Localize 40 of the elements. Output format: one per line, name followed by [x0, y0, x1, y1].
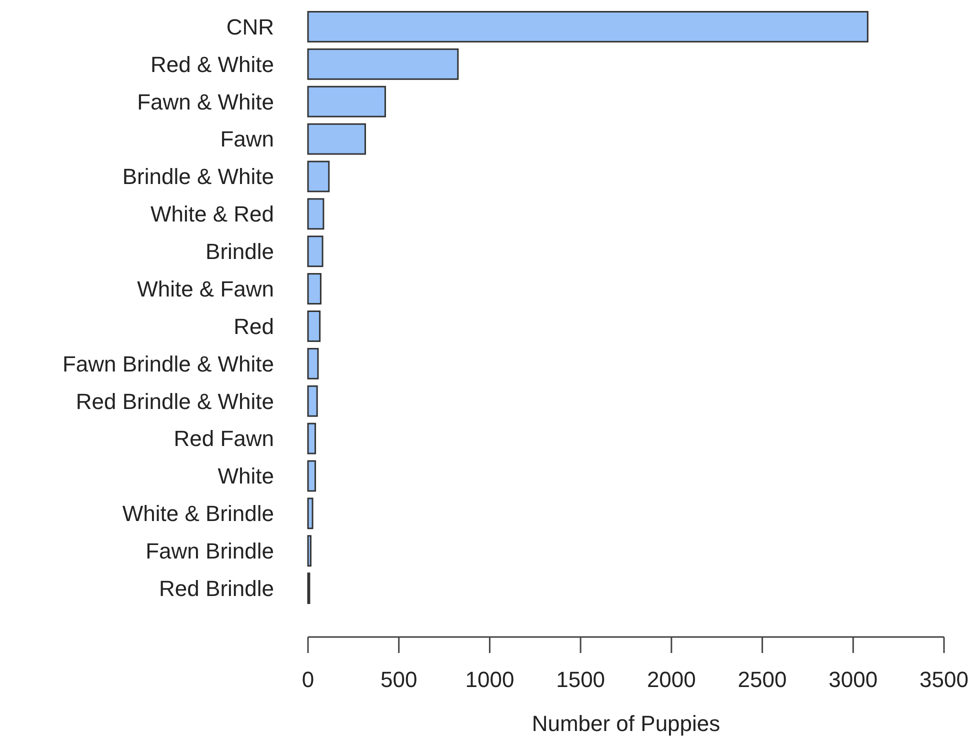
bar — [307, 48, 459, 80]
x-tick-label: 2500 — [738, 667, 787, 692]
bar — [307, 86, 386, 118]
y-tick-label: White & Red — [150, 202, 274, 227]
bar — [307, 460, 316, 492]
y-tick-label: Fawn Brindle & White — [62, 351, 274, 376]
y-tick-label: Red Brindle — [159, 576, 274, 601]
y-tick-label: Red Brindle & White — [76, 388, 274, 414]
x-axis-title: Number of Puppies — [532, 711, 720, 736]
bar — [307, 236, 324, 268]
y-tick-label: White & Fawn — [137, 276, 274, 302]
bar — [307, 422, 316, 454]
x-tick-label: 0 — [302, 667, 314, 692]
bar — [307, 310, 321, 342]
y-tick-label: CNR — [226, 14, 274, 40]
y-tick-label: White — [218, 464, 274, 489]
x-tick-label: 1500 — [556, 667, 606, 692]
x-tick-label: 500 — [380, 667, 418, 692]
y-tick-label: White & Brindle — [122, 501, 274, 526]
bar — [307, 273, 322, 305]
x-tick-label: 3500 — [920, 667, 968, 692]
y-tick-label: Fawn & White — [137, 89, 274, 114]
y-tick-label: Red — [234, 314, 274, 339]
bar — [307, 348, 319, 380]
y-tick-label: Red Fawn — [174, 426, 274, 452]
x-tick-label: 1000 — [465, 667, 514, 692]
y-tick-label: Brindle & White — [122, 164, 274, 190]
x-tick-label: 2000 — [646, 667, 696, 692]
bar — [307, 160, 330, 192]
bar — [307, 198, 324, 230]
bar — [307, 123, 366, 155]
y-tick-label: Fawn — [220, 126, 274, 152]
y-tick-label: Brindle — [206, 239, 274, 264]
bar — [307, 535, 312, 567]
y-tick-label: Fawn Brindle — [146, 538, 274, 564]
bar — [307, 10, 868, 42]
x-tick-label: 3000 — [828, 667, 878, 692]
bar — [307, 498, 314, 530]
y-tick-label: Red & White — [150, 52, 274, 77]
bar — [307, 385, 318, 417]
